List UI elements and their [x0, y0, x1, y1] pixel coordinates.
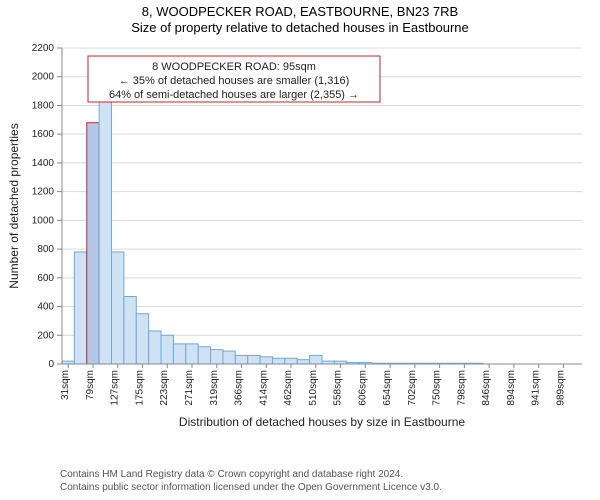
- title-block: 8, WOODPECKER ROAD, EASTBOURNE, BN23 7RB…: [0, 0, 600, 35]
- footer-attribution: Contains HM Land Registry data © Crown c…: [60, 469, 442, 494]
- bar: [173, 344, 185, 364]
- annotation-line: ← 35% of detached houses are smaller (1,…: [119, 75, 350, 87]
- svg-text:79sqm: 79sqm: [85, 370, 96, 400]
- bar: [112, 252, 124, 364]
- page-title-line1: 8, WOODPECKER ROAD, EASTBOURNE, BN23 7RB: [0, 4, 600, 19]
- svg-text:462sqm: 462sqm: [283, 370, 294, 406]
- svg-text:600: 600: [37, 273, 54, 284]
- footer-line2: Contains public sector information licen…: [60, 482, 442, 495]
- bar: [99, 62, 111, 364]
- bar: [310, 355, 322, 364]
- y-axis: 0 200 400 600 800 1000 1200 1400 1600 1800 2000 220…: [32, 43, 62, 370]
- svg-text:319sqm: 319sqm: [209, 370, 220, 406]
- svg-text:2200: 2200: [32, 43, 55, 54]
- footer-line1: Contains HM Land Registry data © Crown c…: [60, 469, 442, 482]
- annotation-box: 8 WOODPECKER ROAD: 95sqm ← 35% of detache…: [88, 56, 380, 102]
- annotation-line: 8 WOODPECKER ROAD: 95sqm: [152, 61, 316, 73]
- annotation-line: 64% of semi-detached houses are larger (…: [109, 89, 359, 101]
- svg-text:894sqm: 894sqm: [506, 370, 517, 406]
- bar: [248, 355, 260, 364]
- svg-text:510sqm: 510sqm: [308, 370, 319, 406]
- svg-text:175sqm: 175sqm: [134, 370, 145, 406]
- svg-text:1000: 1000: [32, 215, 55, 226]
- bar: [223, 351, 235, 364]
- svg-text:654sqm: 654sqm: [382, 370, 393, 406]
- svg-text:606sqm: 606sqm: [357, 370, 368, 406]
- bar: [124, 296, 136, 364]
- svg-text:1800: 1800: [32, 100, 55, 111]
- svg-text:200: 200: [37, 330, 54, 341]
- svg-text:558sqm: 558sqm: [333, 370, 344, 406]
- svg-text:400: 400: [37, 302, 54, 313]
- svg-text:271sqm: 271sqm: [184, 370, 195, 406]
- bar: [186, 344, 198, 364]
- bar: [74, 252, 86, 364]
- svg-text:1200: 1200: [32, 187, 55, 198]
- svg-text:127sqm: 127sqm: [110, 370, 121, 406]
- svg-text:2000: 2000: [32, 72, 55, 83]
- svg-text:223sqm: 223sqm: [159, 370, 170, 406]
- x-axis: 31sqm 79sqm 127sqm 175sqm 223sqm 271sqm 319sqm…: [60, 364, 566, 406]
- svg-text:702sqm: 702sqm: [407, 370, 418, 406]
- svg-text:750sqm: 750sqm: [432, 370, 443, 406]
- bar: [235, 355, 247, 364]
- svg-text:414sqm: 414sqm: [258, 370, 269, 406]
- bar: [198, 347, 210, 364]
- svg-text:1600: 1600: [32, 129, 55, 140]
- bar: [161, 335, 173, 364]
- bar: [297, 360, 309, 364]
- bar: [149, 331, 161, 364]
- histogram-chart: 0 200 400 600 800 1000 1200 1400 1600 1800 2000 220…: [0, 40, 600, 454]
- page-title-line2: Size of property relative to detached ho…: [0, 20, 600, 35]
- svg-text:846sqm: 846sqm: [481, 370, 492, 406]
- svg-text:366sqm: 366sqm: [234, 370, 245, 406]
- svg-text:1400: 1400: [32, 158, 55, 169]
- highlight-bar: [87, 123, 99, 364]
- svg-text:941sqm: 941sqm: [531, 370, 542, 406]
- bar: [260, 357, 272, 364]
- svg-text:0: 0: [48, 359, 54, 370]
- bar: [211, 350, 223, 364]
- svg-text:800: 800: [37, 244, 54, 255]
- bars-group: [62, 62, 483, 364]
- svg-text:31sqm: 31sqm: [60, 370, 71, 400]
- bar: [272, 358, 284, 364]
- chart-area: 0 200 400 600 800 1000 1200 1400 1600 1800 2000 220…: [0, 40, 600, 454]
- y-axis-label: Number of detached properties: [7, 123, 21, 288]
- x-axis-label: Distribution of detached houses by size …: [179, 415, 465, 429]
- svg-text:798sqm: 798sqm: [456, 370, 467, 406]
- svg-text:989sqm: 989sqm: [555, 370, 566, 406]
- bar: [285, 358, 297, 364]
- bar: [136, 314, 148, 364]
